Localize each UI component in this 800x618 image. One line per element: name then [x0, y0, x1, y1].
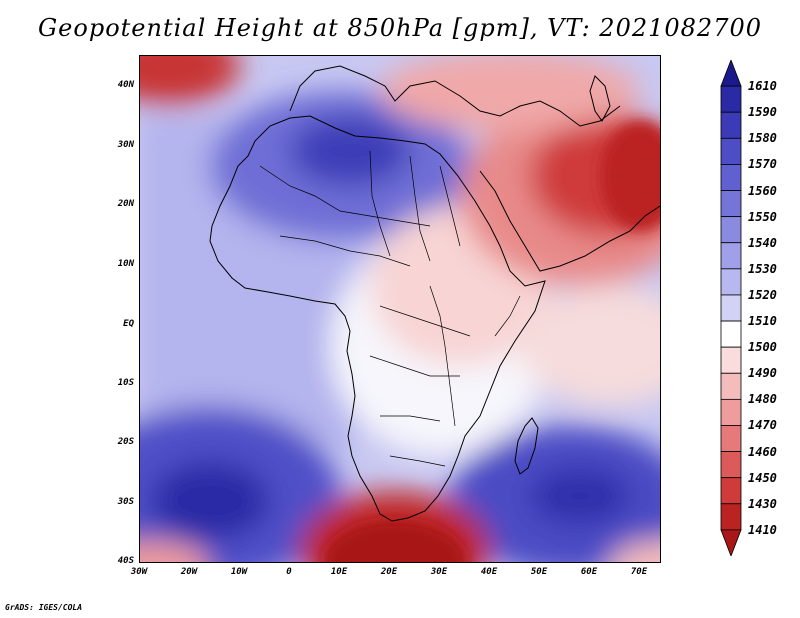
colorbar-segment: [720, 294, 742, 322]
field-mediterranean: [380, 56, 640, 131]
lat-label-40s: 40S: [117, 556, 134, 566]
lat-label-20s: 20S: [117, 437, 134, 447]
colorbar-segment: [720, 60, 742, 87]
geopotential-field: [140, 56, 660, 562]
coastlines: [209, 65, 660, 522]
europe-coastline: [289, 65, 621, 127]
geopotential-map: [139, 55, 661, 563]
colorbar-label: 1530: [748, 261, 777, 276]
colorbar-label: 1590: [748, 105, 777, 120]
colorbar-label: 1560: [748, 183, 777, 198]
colorbar-segment: [720, 268, 742, 296]
lon-label-10w: 10W: [230, 567, 248, 577]
footer-credit: GrADS: IGES/COLA: [5, 603, 83, 612]
africa-coastline: [209, 115, 546, 522]
lon-label-20w: 20W: [180, 567, 198, 577]
field-iran-core: [600, 121, 660, 231]
colorbar-segment: [720, 111, 742, 139]
lon-label-10e: 10E: [330, 567, 348, 577]
colorbar-segment: [720, 242, 742, 270]
colorbar-label: 1570: [748, 157, 777, 172]
colorbar-label: 1520: [748, 287, 777, 302]
field-southeast-corner: [610, 541, 660, 562]
lon-label-70e: 70E: [630, 567, 648, 577]
colorbar-segment: [720, 425, 742, 452]
colorbar-segment: [720, 451, 742, 479]
caspian-coastline: [589, 75, 611, 122]
lon-label-50e: 50E: [530, 567, 548, 577]
colorbar-label: 1480: [748, 392, 777, 407]
colorbar-label: 1450: [748, 470, 777, 485]
colorbar-segment: [720, 137, 742, 165]
colorbar-segment: [720, 477, 742, 505]
colorbar-segment: [720, 398, 742, 426]
colorbar-label: 1550: [748, 209, 777, 224]
field-southern-africa-core: [325, 521, 465, 562]
colorbar-label: 1430: [748, 496, 777, 511]
lon-label-0: 0: [286, 567, 292, 577]
lat-label-20n: 20N: [117, 199, 134, 209]
colorbar-label: 1510: [748, 314, 777, 329]
lat-label-30n: 30N: [117, 140, 134, 150]
colorbar-segment: [720, 503, 742, 531]
colorbar-label: 1610: [748, 79, 777, 94]
colorbar-label: 1470: [748, 418, 777, 433]
lon-label-30e: 30E: [430, 567, 448, 577]
lon-label-30w: 30W: [130, 567, 148, 577]
colorbar-segment: [720, 85, 742, 113]
arabia-coastline: [479, 170, 660, 272]
lat-label-10n: 10N: [117, 259, 134, 269]
colorbar-segment: [720, 190, 742, 218]
colorbar-segment: [720, 346, 742, 374]
country-borders: [259, 150, 521, 467]
colorbar-label: 1580: [748, 131, 777, 146]
colorbar-segment: [720, 164, 742, 191]
lat-label-40n: 40N: [117, 80, 134, 90]
colorbar-label: 1410: [748, 522, 777, 537]
field-sahara-core: [290, 116, 410, 186]
colorbar: [720, 60, 742, 556]
lat-label-eq: EQ: [123, 319, 134, 329]
field-indian-ocean-pink: [520, 286, 660, 406]
colorbar-label: 1460: [748, 444, 777, 459]
lat-label-30s: 30S: [117, 497, 134, 507]
field-nw-atlantic-low: [140, 56, 240, 106]
colorbar-segment: [720, 529, 742, 556]
colorbar-segment: [720, 320, 742, 348]
lon-label-60e: 60E: [580, 567, 598, 577]
field-indian-ocean-core: [530, 468, 630, 524]
colorbar-segment: [720, 372, 742, 400]
colorbar-label: 1500: [748, 340, 777, 355]
lon-label-20e: 20E: [380, 567, 398, 577]
madagascar-coastline: [514, 417, 539, 475]
lat-label-10s: 10S: [117, 378, 134, 388]
lon-label-40e: 40E: [480, 567, 498, 577]
field-southwest-corner: [140, 541, 210, 562]
colorbar-label: 1490: [748, 366, 777, 381]
colorbar-segment: [720, 216, 742, 244]
colorbar-label: 1540: [748, 235, 777, 250]
field-south-atlantic-core: [150, 461, 270, 541]
map-title: Geopotential Height at 850hPa [gpm], VT:…: [38, 14, 762, 42]
